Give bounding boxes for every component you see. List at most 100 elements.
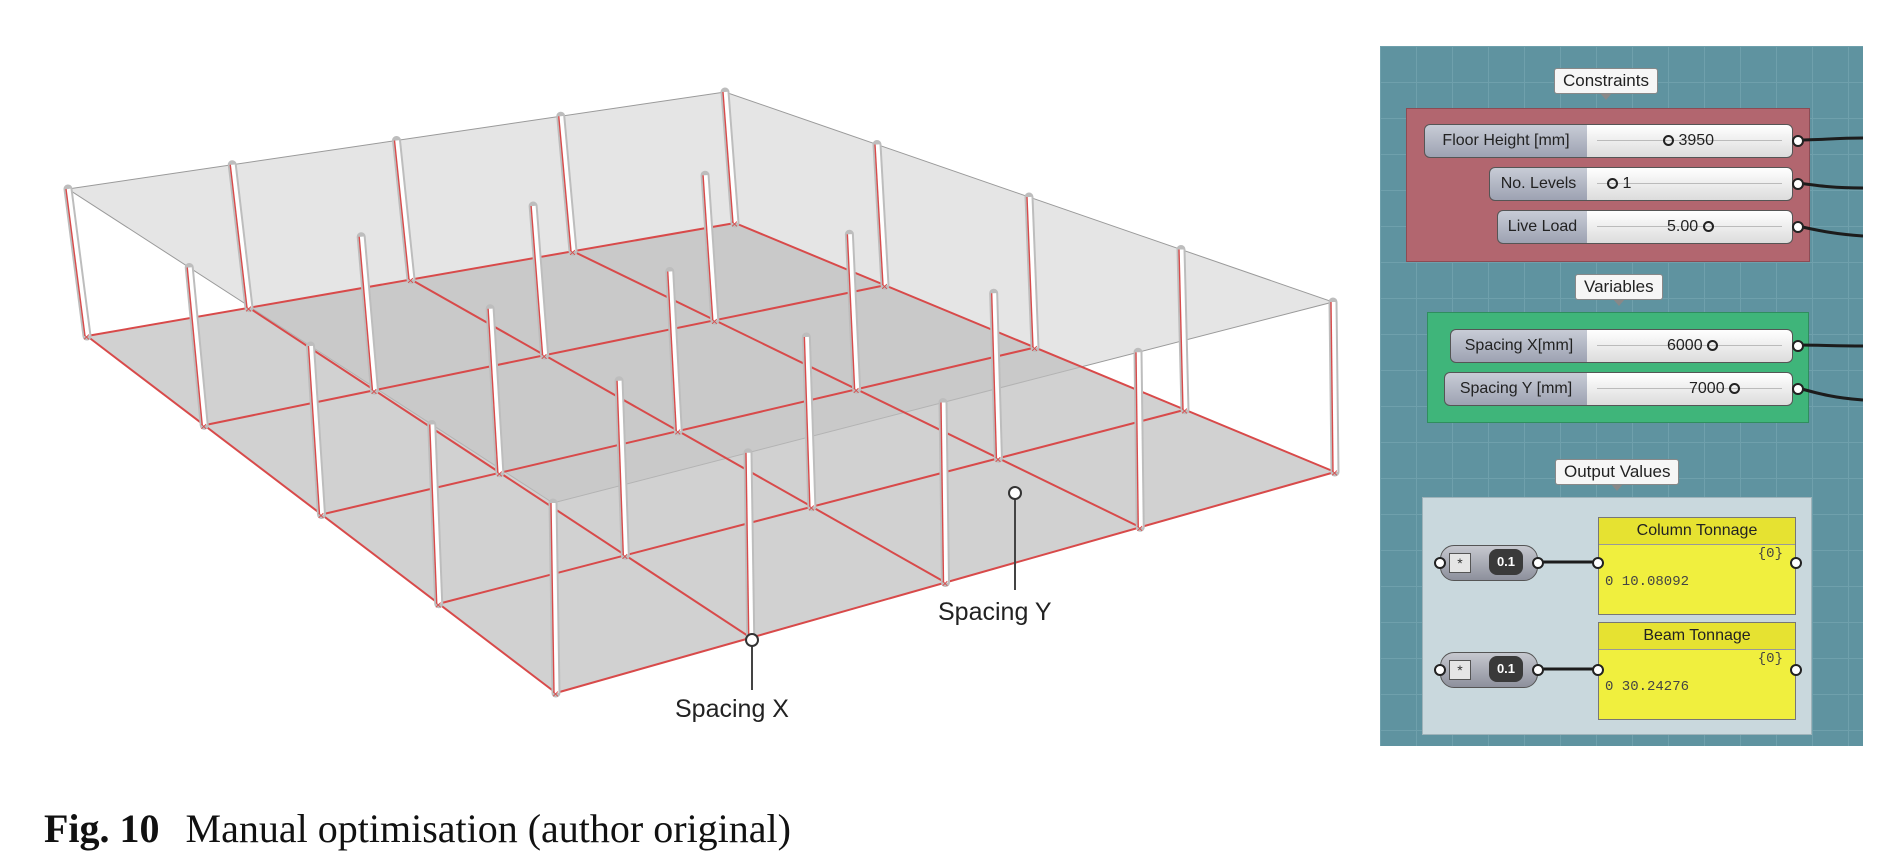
slider-grip-icon[interactable] xyxy=(1729,383,1741,395)
svg-text:×: × xyxy=(994,452,1001,466)
asterisk-icon: * xyxy=(1449,553,1471,573)
output-port[interactable] xyxy=(1792,135,1804,147)
output-port[interactable] xyxy=(1792,221,1804,233)
svg-text:×: × xyxy=(496,467,503,481)
variables-title: Variables xyxy=(1575,274,1663,306)
spacing-y-slider[interactable]: Spacing Y [mm] 7000 xyxy=(1444,372,1795,406)
output-port[interactable] xyxy=(1532,664,1544,676)
column: × xyxy=(700,170,720,328)
panel-title: Beam Tonnage xyxy=(1599,623,1795,650)
svg-text:×: × xyxy=(569,245,576,259)
slider-value: 7000 xyxy=(1689,380,1725,397)
asterisk-icon: * xyxy=(1449,660,1471,680)
column: × xyxy=(938,398,950,591)
floor-height-slider[interactable]: Floor Height [mm] 3950 xyxy=(1424,124,1796,158)
column-tonnage-panel[interactable]: Column Tonnage {0} 0 10.08092 xyxy=(1598,517,1796,615)
slider-name: Spacing X[mm] xyxy=(1450,329,1588,363)
svg-text:×: × xyxy=(435,598,442,612)
column: × xyxy=(1176,245,1190,418)
slider-grip-icon[interactable] xyxy=(1707,340,1719,352)
slider-track[interactable]: 3950 xyxy=(1587,124,1793,158)
number-display: 0.1 xyxy=(1489,549,1523,575)
slider-name: No. Levels xyxy=(1489,167,1588,201)
svg-text:×: × xyxy=(83,330,90,344)
column: × xyxy=(1024,192,1040,356)
svg-text:×: × xyxy=(552,687,559,701)
slider-grip-icon[interactable] xyxy=(1663,135,1674,147)
svg-text:×: × xyxy=(853,383,860,397)
column: × xyxy=(720,87,740,231)
floor-slab xyxy=(87,223,1335,693)
output-port[interactable] xyxy=(1790,557,1802,569)
column: × xyxy=(614,376,630,563)
no-levels-slider[interactable]: No. Levels 1 xyxy=(1489,167,1796,201)
output-values-title: Output Values xyxy=(1555,459,1680,491)
column: × xyxy=(356,232,379,398)
column: × xyxy=(485,304,505,481)
slider-name: Spacing Y [mm] xyxy=(1444,372,1588,406)
svg-text:×: × xyxy=(1181,404,1188,418)
column: × xyxy=(872,140,890,293)
figure-caption: Fig. 10 Manual optimisation (author origi… xyxy=(44,805,791,852)
output-port[interactable] xyxy=(1792,340,1804,352)
structure-model: × × × × × × × × × × × × × × × × × × × × × × × × × Spacing X Spac… xyxy=(63,87,1340,723)
column: × xyxy=(556,111,578,259)
column-set: × × × × × × × × × × × × × × × × × × × × × × × × × xyxy=(63,87,1340,701)
spacing-x-slider[interactable]: Spacing X[mm] 6000 xyxy=(1450,329,1795,363)
svg-text:×: × xyxy=(1031,342,1038,356)
svg-text:×: × xyxy=(1331,466,1338,480)
live-load-slider[interactable]: Live Load 5.00 xyxy=(1497,210,1796,244)
panel-index: {0} xyxy=(1757,546,1783,562)
panel-value: 0 10.08092 xyxy=(1605,574,1690,590)
input-port[interactable] xyxy=(1592,557,1604,569)
column: × xyxy=(1133,347,1145,535)
output-port[interactable] xyxy=(1532,557,1544,569)
slider-track[interactable]: 5.00 xyxy=(1587,210,1793,244)
constraints-title: Constraints xyxy=(1554,68,1658,100)
output-port[interactable] xyxy=(1790,664,1802,676)
svg-text:×: × xyxy=(881,279,888,293)
output-port[interactable] xyxy=(1792,178,1804,190)
panel-index: {0} xyxy=(1757,651,1783,667)
number-component[interactable]: * 0.1 xyxy=(1440,652,1538,688)
svg-text:×: × xyxy=(942,577,949,591)
input-port[interactable] xyxy=(1434,664,1446,676)
slider-value: 3950 xyxy=(1678,132,1715,149)
input-port[interactable] xyxy=(1592,664,1604,676)
spacing-y-marker: Spacing Y xyxy=(938,486,1052,626)
number-component[interactable]: * 0.1 xyxy=(1440,545,1538,581)
column: × xyxy=(306,341,326,523)
svg-text:×: × xyxy=(200,419,207,433)
slider-track[interactable]: 6000 xyxy=(1587,329,1793,363)
svg-text:×: × xyxy=(370,384,377,398)
wire-set xyxy=(1537,136,1863,671)
slider-grip-icon[interactable] xyxy=(1702,221,1714,233)
slider-track[interactable]: 1 xyxy=(1587,167,1793,201)
figure-caption-text: Manual optimisation (author original) xyxy=(185,806,791,851)
slider-value: 1 xyxy=(1622,175,1632,192)
panel-title: Column Tonnage xyxy=(1599,518,1795,545)
column: × xyxy=(989,288,1003,466)
slider-value: 6000 xyxy=(1667,337,1703,354)
column: × xyxy=(665,267,683,439)
slider-name: Floor Height [mm] xyxy=(1424,124,1588,158)
output-port[interactable] xyxy=(1792,383,1804,395)
figure-label: Fig. 10 xyxy=(44,806,160,851)
column: × xyxy=(1328,297,1340,480)
spacing-x-label: Spacing X xyxy=(675,695,789,723)
svg-text:×: × xyxy=(621,549,628,563)
svg-text:×: × xyxy=(808,501,815,515)
column: × xyxy=(184,263,209,433)
grasshopper-canvas: Constraints Floor Height [mm] 3950 No. L… xyxy=(1380,46,1863,746)
slider-grip-icon[interactable] xyxy=(1607,178,1618,190)
number-display: 0.1 xyxy=(1489,656,1523,682)
svg-text:×: × xyxy=(711,314,718,328)
input-port[interactable] xyxy=(1434,557,1446,569)
svg-text:×: × xyxy=(318,509,325,523)
svg-text:×: × xyxy=(407,274,414,288)
column: × xyxy=(427,420,444,612)
spacing-x-marker: Spacing X xyxy=(675,633,789,723)
column: × xyxy=(743,448,756,646)
column: × xyxy=(528,201,550,363)
slider-value: 5.00 xyxy=(1667,218,1699,235)
